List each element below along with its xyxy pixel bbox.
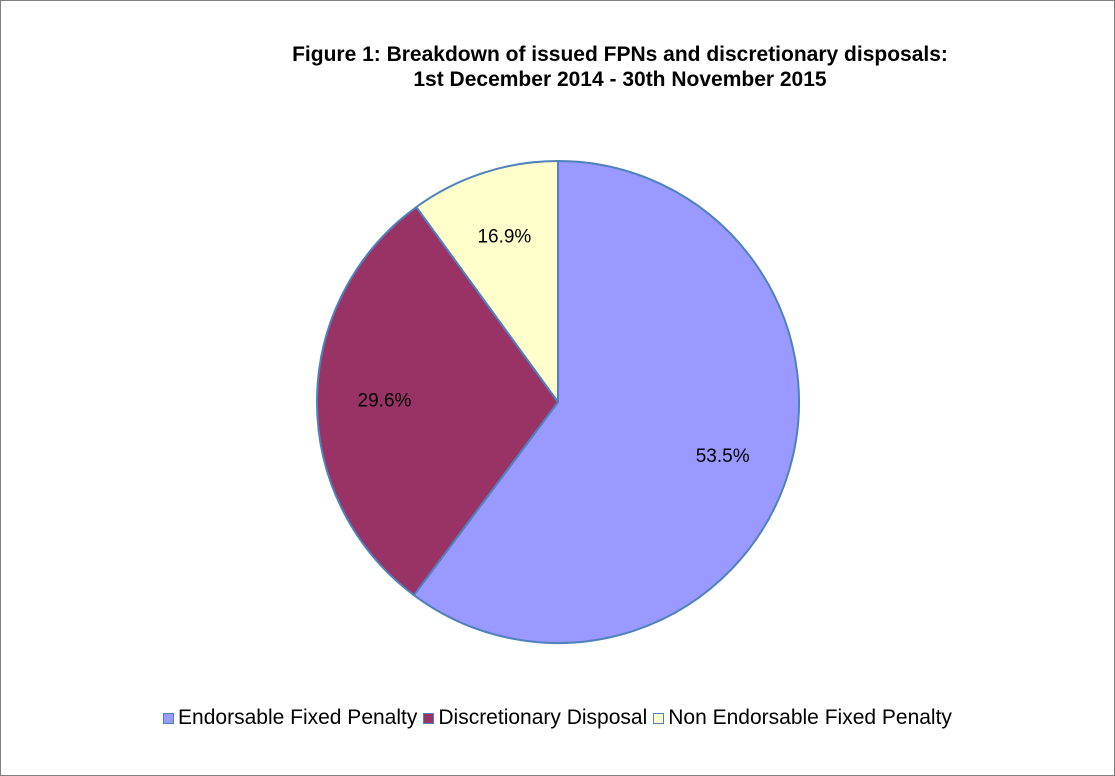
slice-label-endorsable: 53.5% (696, 446, 750, 467)
pie-slice-non-endorsable (415, 160, 559, 403)
legend-item-non-endorsable: Non Endorsable Fixed Penalty (653, 706, 952, 730)
legend-item-endorsable: Endorsable Fixed Penalty (163, 706, 417, 730)
legend-swatch-non-endorsable (653, 712, 665, 724)
legend-label-non-endorsable: Non Endorsable Fixed Penalty (668, 706, 952, 729)
legend-item-discretionary: Discretionary Disposal (423, 706, 647, 730)
legend-label-discretionary: Discretionary Disposal (438, 706, 648, 729)
chart-title-line1: Figure 1: Breakdown of issued FPNs and d… (292, 43, 948, 66)
chart-title: Figure 1: Breakdown of issued FPNs and d… (200, 42, 1040, 92)
slice-label-discretionary: 29.6% (358, 390, 412, 411)
pie-slice-discretionary (316, 206, 559, 597)
pie-slice-endorsable (412, 160, 800, 644)
legend-swatch-discretionary (423, 712, 435, 724)
slice-label-non-endorsable: 16.9% (477, 226, 531, 247)
chart-title-line2: 1st December 2014 - 30th November 2015 (413, 68, 827, 91)
legend-swatch-endorsable (163, 712, 175, 724)
legend-label-endorsable: Endorsable Fixed Penalty (178, 706, 418, 729)
chart-legend: Endorsable Fixed Penalty Discretionary D… (0, 706, 1115, 730)
